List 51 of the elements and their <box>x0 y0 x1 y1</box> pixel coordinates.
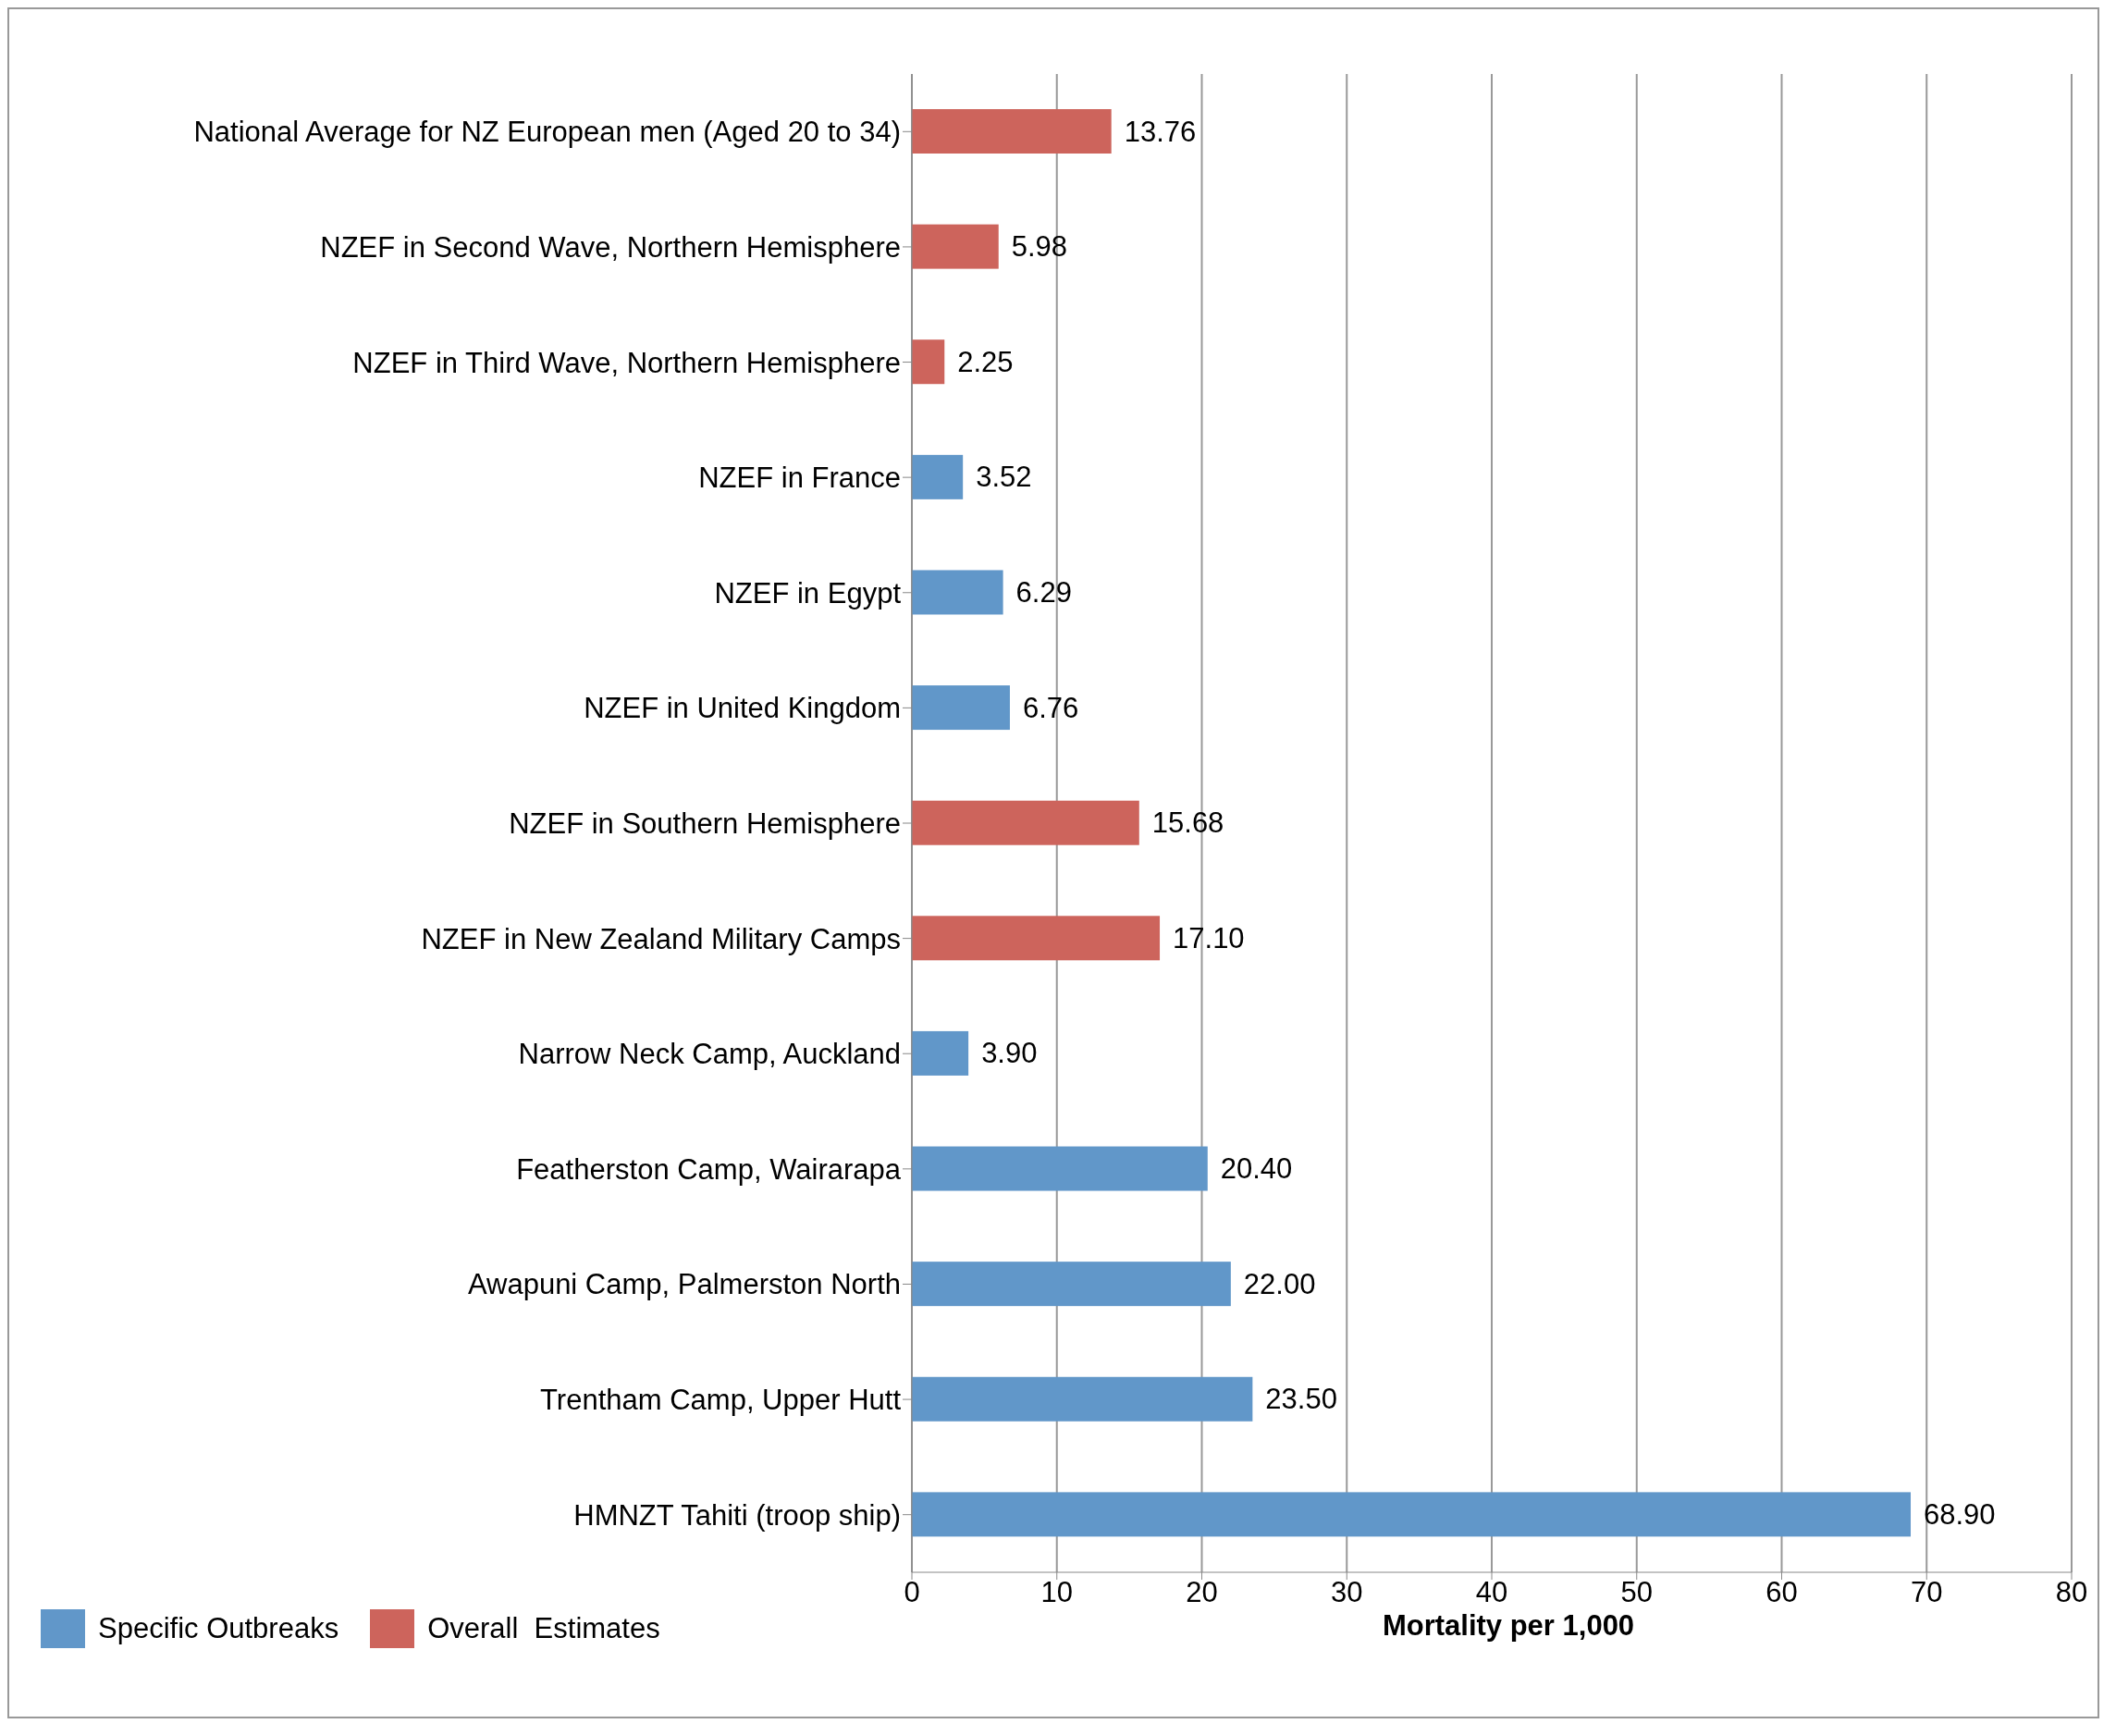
data-label: 15.68 <box>1151 806 1224 840</box>
data-label: 3.90 <box>981 1037 1038 1070</box>
y-tick-label: NZEF in United Kingdom <box>584 692 901 725</box>
x-tick-label: 0 <box>904 1576 920 1609</box>
y-tick-label: HMNZT Tahiti (troop ship) <box>573 1498 901 1532</box>
y-tick-label: NZEF in New Zealand Military Camps <box>421 922 901 955</box>
legend-label: Specific Outbreaks <box>98 1612 339 1645</box>
x-axis-title: Mortality per 1,000 <box>1381 1609 1636 1643</box>
data-label: 13.76 <box>1124 115 1197 148</box>
bar <box>912 800 1139 845</box>
bar <box>912 454 964 499</box>
x-tick-label: 60 <box>1765 1576 1798 1609</box>
x-tick-label: 50 <box>1620 1576 1653 1609</box>
bar <box>912 1146 1208 1191</box>
x-tick-label: 10 <box>1040 1576 1073 1609</box>
bar <box>912 570 1003 615</box>
bar <box>912 1376 1253 1422</box>
y-tick-label: NZEF in Egypt <box>714 576 902 609</box>
x-tick-label: 30 <box>1331 1576 1363 1609</box>
y-tick-label: NZEF in France <box>698 462 901 495</box>
bar <box>912 224 999 269</box>
data-label: 23.50 <box>1265 1383 1337 1416</box>
data-label: 2.25 <box>957 345 1014 378</box>
bar <box>912 685 1010 731</box>
data-label: 6.76 <box>1022 691 1079 724</box>
y-tick-label: NZEF in Second Wave, Northern Hemisphere <box>320 230 901 264</box>
data-label: 68.90 <box>1924 1497 1996 1531</box>
bar <box>912 1030 969 1076</box>
y-tick-label: Trentham Camp, Upper Hutt <box>540 1384 902 1417</box>
data-label: 20.40 <box>1220 1152 1293 1186</box>
data-label: 5.98 <box>1011 230 1068 264</box>
bar <box>912 1262 1231 1307</box>
legend-label: Overall Estimates <box>427 1612 660 1645</box>
bar <box>912 339 945 385</box>
y-tick-label: NZEF in Southern Hemisphere <box>509 807 901 841</box>
x-tick-label: 80 <box>2055 1576 2088 1609</box>
y-tick-label: NZEF in Third Wave, Northern Hemisphere <box>352 346 901 379</box>
bar <box>912 916 1161 961</box>
x-tick-label: 70 <box>1911 1576 1943 1609</box>
x-tick-label: 40 <box>1475 1576 1508 1609</box>
data-label: 17.10 <box>1173 921 1245 954</box>
y-tick-label: Narrow Neck Camp, Auckland <box>518 1038 901 1071</box>
data-label: 6.29 <box>1015 575 1072 609</box>
y-tick-label: Awapuni Camp, Palmerston North <box>467 1268 901 1301</box>
data-label: 22.00 <box>1243 1267 1316 1300</box>
y-tick-label: National Average for NZ European men (Aged 20 to 34) <box>193 116 901 149</box>
data-label: 3.52 <box>976 461 1032 494</box>
bar <box>912 109 1112 154</box>
y-tick-label: Featherston Camp, Wairarapa <box>516 1152 902 1186</box>
bar <box>912 1492 1912 1537</box>
x-tick-label: 20 <box>1186 1576 1218 1609</box>
